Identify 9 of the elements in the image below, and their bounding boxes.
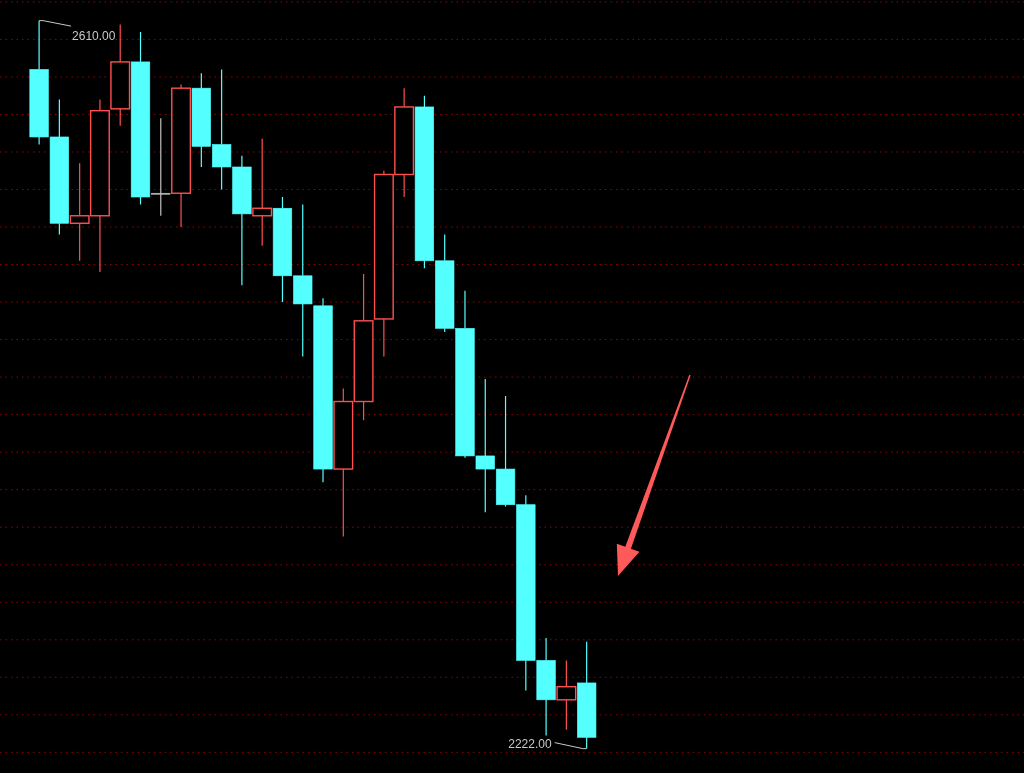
candlestick xyxy=(556,659,577,731)
candlestick xyxy=(130,31,151,206)
candlestick xyxy=(252,138,273,247)
annotation: 2610.00 xyxy=(72,28,116,43)
annotation: 2222.00 xyxy=(508,736,552,751)
candlestick xyxy=(313,297,333,483)
candlestick xyxy=(151,117,171,217)
candlestick xyxy=(171,83,192,228)
candlestick xyxy=(577,641,597,750)
